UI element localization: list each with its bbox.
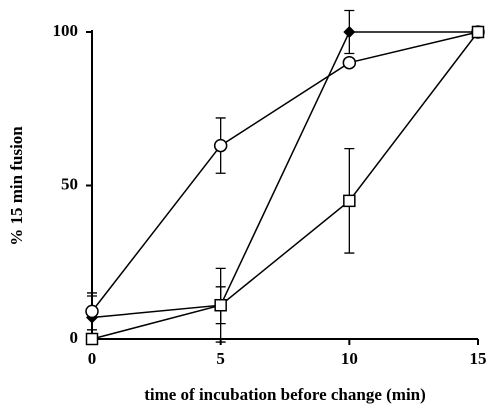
x-tick-label: 5 xyxy=(216,349,225,368)
series-line xyxy=(91,31,479,312)
y-tick-label: 100 xyxy=(53,21,79,40)
x-axis-label: time of incubation before change (min) xyxy=(144,385,426,404)
circle-marker xyxy=(213,138,228,153)
x-tick-label: 0 xyxy=(88,349,97,368)
square-marker xyxy=(471,25,485,39)
y-axis-label: % 15 min fusion xyxy=(7,126,26,246)
circle-marker xyxy=(342,55,357,70)
y-tick-label: 50 xyxy=(61,174,78,193)
square-marker xyxy=(343,194,356,208)
series-line xyxy=(91,31,478,319)
x-tick-label: 10 xyxy=(341,349,358,368)
diamond-marker xyxy=(343,26,356,38)
square-marker xyxy=(214,298,227,312)
series-line xyxy=(91,31,479,340)
x-tick-label: 15 xyxy=(470,349,487,368)
circle-marker xyxy=(85,304,99,319)
y-tick-label: 0 xyxy=(70,328,79,347)
square-marker xyxy=(85,332,99,346)
